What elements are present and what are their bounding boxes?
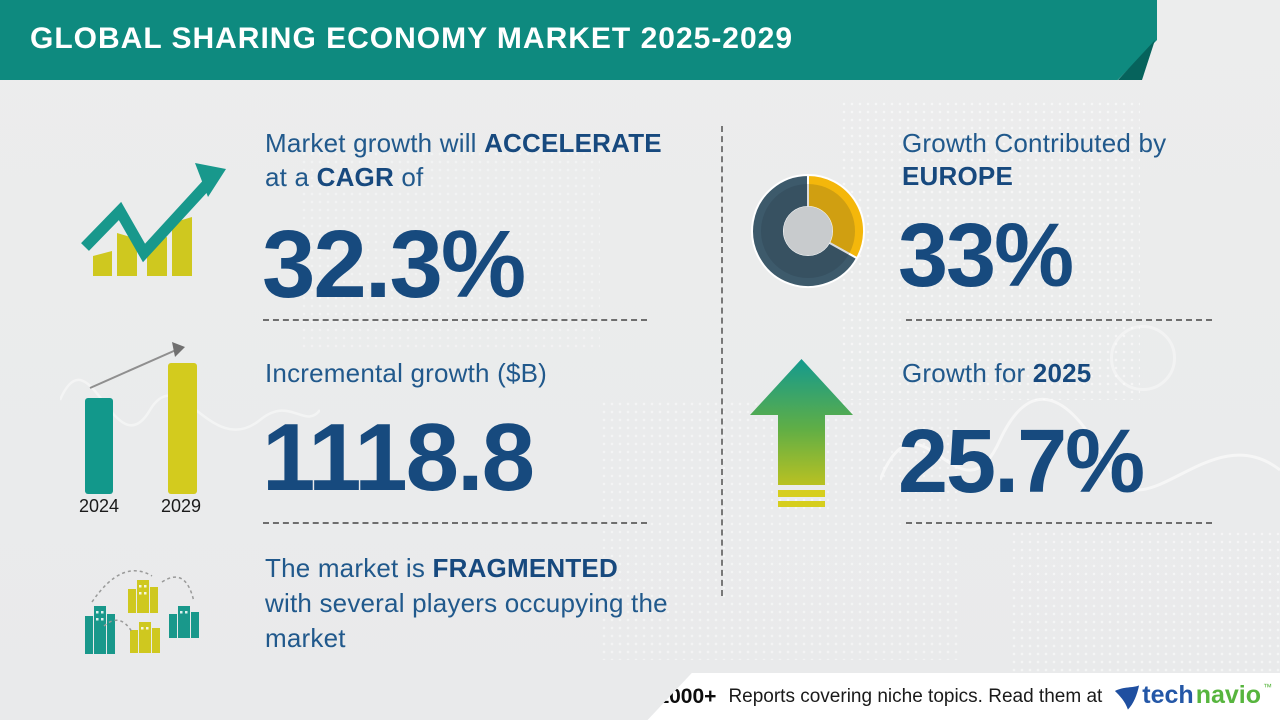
- cagr-value: 32.3%: [262, 211, 526, 318]
- cagr-headline: Market growth will ACCELERATE at a CAGR …: [265, 126, 662, 194]
- yoy-value: 25.7%: [898, 412, 1145, 512]
- background-dot-pattern: [1010, 530, 1280, 680]
- background-wave-decoration: [880, 397, 1280, 492]
- region-value: 33%: [898, 206, 1074, 306]
- growth-trend-icon: [81, 163, 226, 276]
- divider-right-1: [906, 319, 1212, 321]
- cagr-line1-text: Market growth will: [265, 128, 485, 158]
- fragmented-line-1: The market is FRAGMENTED: [265, 551, 668, 586]
- column-divider: [721, 126, 723, 596]
- incremental-growth-value: 1118.8: [262, 404, 535, 511]
- technavio-logo: tech navio ™: [1114, 682, 1272, 711]
- yoy-year: 2025: [1032, 358, 1092, 388]
- footer-tagline: Reports covering niche topics. Read them…: [728, 685, 1103, 707]
- donut-chart-icon: [751, 173, 866, 288]
- bar-label-start-year: 2024: [78, 496, 120, 516]
- bar-label-end-year: 2029: [160, 496, 202, 516]
- region-line-1: Growth Contributed by: [902, 128, 1167, 158]
- fragmented-line-2: with several players occupying the: [265, 588, 668, 618]
- region-keyword-text: EUROPE: [902, 161, 1014, 191]
- fragmented-text: The market is FRAGMENTED with several pl…: [265, 551, 668, 656]
- cagr-line2-text: at a: [265, 162, 317, 192]
- divider-left-1: [263, 319, 647, 321]
- background-ring-decoration: [1110, 325, 1176, 391]
- cagr-line-2: at a CAGR of: [265, 160, 662, 194]
- region-headline: Growth Contributed by EUROPE: [902, 127, 1166, 193]
- page-title: GLOBAL SHARING ECONOMY MARKET 2025-2029: [30, 22, 794, 55]
- technavio-leaf-icon: [1115, 685, 1140, 710]
- banner-fold: [1118, 40, 1155, 80]
- cagr-line-1: Market growth will ACCELERATE: [265, 126, 662, 160]
- cagr-line1-keyword: ACCELERATE: [484, 128, 662, 158]
- yoy-prefix: Growth for: [902, 358, 1033, 388]
- logo-trademark: ™: [1263, 682, 1272, 692]
- fragmented-buildings-icon: [85, 570, 199, 654]
- divider-left-2: [263, 522, 647, 524]
- incremental-growth-label: Incremental growth ($B): [265, 358, 548, 388]
- up-arrow-icon: [750, 359, 853, 507]
- yoy-headline: Growth for 2025: [902, 356, 1091, 390]
- fragmented-line-3: market: [265, 623, 346, 653]
- bar-chart-icon: [85, 342, 197, 494]
- cagr-line2-keyword: CAGR: [316, 162, 394, 192]
- footer-report-count: 21000+: [645, 684, 717, 708]
- fragmented-keyword: FRAGMENTED: [432, 553, 618, 583]
- divider-right-2: [906, 522, 1212, 524]
- footer-band: 21000+ Reports covering niche topics. Re…: [645, 673, 1280, 720]
- cagr-line2-suffix: of: [393, 162, 424, 192]
- logo-text-navio: navio: [1195, 681, 1261, 709]
- fragmented-line1-text: The market is: [265, 553, 433, 583]
- region-keyword: EUROPE: [902, 160, 1166, 193]
- header-banner: [0, 0, 1157, 80]
- logo-text-tech: tech: [1142, 681, 1194, 709]
